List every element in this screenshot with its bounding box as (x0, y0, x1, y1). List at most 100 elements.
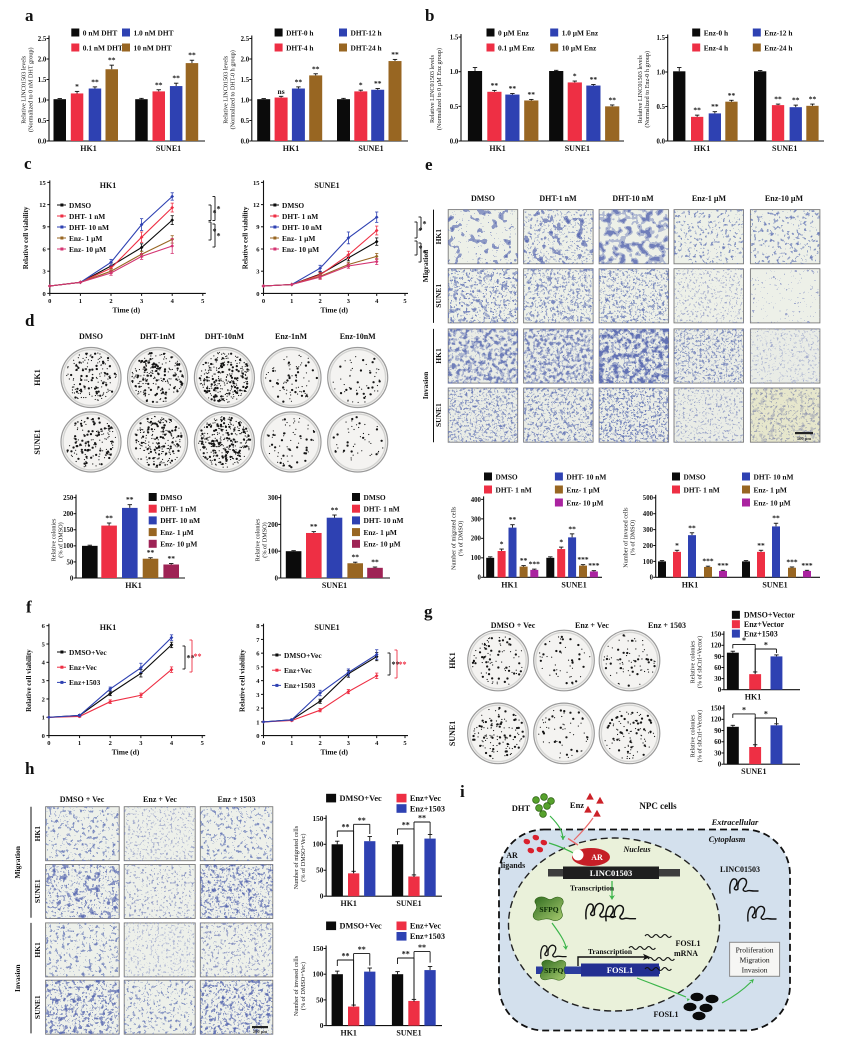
svg-text:6: 6 (256, 651, 260, 658)
svg-text:120: 120 (711, 642, 722, 650)
svg-text:**: ** (711, 102, 719, 111)
svg-text:(Normalized to Enz-0 h group): (Normalized to Enz-0 h group) (644, 51, 651, 128)
svg-text:*: * (419, 244, 423, 253)
svg-text:SUNE1: SUNE1 (762, 580, 787, 589)
svg-text:100: 100 (643, 559, 654, 566)
svg-text:Enz+Vector: Enz+Vector (744, 620, 785, 629)
svg-text:4: 4 (170, 740, 174, 747)
svg-text:***: *** (702, 557, 714, 566)
svg-text:HK1: HK1 (489, 144, 505, 153)
svg-text:**: ** (341, 952, 349, 961)
svg-text:3: 3 (42, 678, 46, 685)
svg-text:SUNE1: SUNE1 (448, 721, 457, 746)
svg-text:1: 1 (78, 740, 81, 747)
svg-text:0.5: 0.5 (38, 118, 47, 125)
svg-text:Migration: Migration (421, 249, 430, 282)
svg-text:400: 400 (471, 497, 482, 504)
svg-text:Time (d): Time (d) (320, 748, 348, 757)
svg-text:**: ** (809, 95, 817, 104)
svg-text:SUNE1: SUNE1 (322, 581, 347, 590)
svg-text:100: 100 (268, 549, 279, 556)
svg-text:3: 3 (256, 692, 260, 699)
svg-text:1: 1 (256, 719, 259, 726)
svg-text:SUNE1: SUNE1 (314, 623, 339, 632)
svg-text:(% of DMSO): (% of DMSO) (58, 522, 65, 557)
svg-text:200 µm: 200 µm (253, 1029, 267, 1034)
svg-text:100: 100 (312, 840, 323, 849)
svg-text:Relative LINC01503 levels: Relative LINC01503 levels (223, 55, 230, 124)
svg-text:LINC01503: LINC01503 (590, 868, 633, 878)
svg-text:Proliferation: Proliferation (736, 946, 774, 955)
svg-text:1.0: 1.0 (241, 97, 250, 104)
svg-text:12: 12 (253, 202, 260, 209)
svg-text:**: ** (528, 90, 536, 99)
svg-text:0: 0 (718, 686, 722, 694)
svg-text:5: 5 (201, 298, 205, 305)
svg-text:0: 0 (320, 1021, 324, 1030)
svg-text:DHT-1 nM: DHT-1 nM (539, 194, 577, 203)
svg-text:3: 3 (43, 269, 47, 276)
svg-text:**: ** (172, 74, 180, 83)
svg-text:2: 2 (42, 696, 45, 703)
svg-text:Time (d): Time (d) (320, 305, 348, 314)
svg-text:HK1: HK1 (33, 369, 42, 385)
svg-text:Enz-10 µM: Enz-10 µM (765, 194, 804, 203)
svg-text:6: 6 (42, 623, 46, 630)
svg-text:0.1 µM Enz: 0.1 µM Enz (498, 43, 535, 52)
svg-text:**: ** (167, 554, 175, 563)
svg-text:**: ** (491, 81, 499, 90)
svg-text:DMSO+Vec: DMSO+Vec (340, 794, 383, 803)
svg-text:***: *** (577, 555, 589, 564)
svg-text:Enz- 10 µM: Enz- 10 µM (282, 245, 319, 254)
svg-text:DHT- 1 nM: DHT- 1 nM (160, 505, 196, 514)
svg-text:**: ** (392, 660, 400, 669)
svg-text:DHT- 10 nM: DHT- 10 nM (69, 223, 109, 232)
svg-text:Enz-4 h: Enz-4 h (704, 43, 728, 52)
svg-text:e: e (425, 155, 433, 174)
svg-text:***: *** (801, 561, 813, 570)
svg-text:Transcription: Transcription (588, 947, 633, 956)
svg-text:60: 60 (714, 664, 722, 672)
svg-text:Relative LINC01503 levels: Relative LINC01503 levels (429, 54, 436, 123)
svg-text:1.5: 1.5 (657, 35, 666, 42)
svg-text:*: * (500, 540, 504, 549)
svg-text:**: ** (155, 80, 163, 89)
svg-text:HK1: HK1 (745, 693, 761, 702)
svg-text:Enz: Enz (570, 800, 584, 810)
svg-text:Enz+1503: Enz+1503 (744, 629, 778, 638)
svg-text:1.0: 1.0 (38, 97, 47, 104)
svg-text:FOSL1: FOSL1 (607, 965, 633, 975)
svg-text:Relative cell viability: Relative cell viability (25, 649, 33, 712)
svg-text:200: 200 (63, 511, 74, 518)
svg-text:FOSL1: FOSL1 (676, 939, 701, 948)
svg-text:0: 0 (47, 740, 50, 747)
svg-text:5: 5 (42, 641, 46, 648)
svg-text:Enz- 1 µM: Enz- 1 µM (282, 234, 315, 243)
svg-text:3: 3 (256, 269, 260, 276)
svg-text:7: 7 (256, 637, 260, 644)
svg-text:DMSO + Vec: DMSO + Vec (491, 621, 536, 630)
svg-text:**: ** (188, 51, 196, 60)
svg-text:0 µM Enz: 0 µM Enz (498, 28, 530, 37)
svg-text:DHT- 10 nM: DHT- 10 nM (364, 516, 404, 525)
svg-text:150: 150 (711, 631, 722, 639)
svg-text:100: 100 (471, 555, 482, 562)
svg-text:Enz- 1 µM: Enz- 1 µM (160, 528, 193, 537)
svg-text:Migration: Migration (740, 956, 770, 965)
svg-text:**: ** (105, 514, 113, 523)
svg-text:DMSO+Vector: DMSO+Vector (744, 611, 795, 620)
svg-text:**: ** (688, 523, 696, 532)
svg-text:50: 50 (316, 866, 324, 875)
svg-text:1.0 nM DHT: 1.0 nM DHT (134, 28, 174, 37)
svg-text:Invasion: Invasion (13, 964, 22, 992)
svg-text:Enz- 10 µM: Enz- 10 µM (160, 540, 197, 549)
svg-text:***: *** (588, 561, 600, 570)
svg-text:Enz+1503: Enz+1503 (69, 678, 101, 687)
svg-text:DMSO: DMSO (282, 201, 304, 210)
svg-text:**: ** (341, 823, 349, 832)
svg-text:2.0: 2.0 (38, 56, 47, 63)
svg-text:Number of invased cells: Number of invased cells (293, 955, 300, 1016)
svg-text:150: 150 (711, 705, 722, 713)
svg-text:Enz- 1 µM: Enz- 1 µM (566, 485, 599, 494)
svg-text:0.1 nM DHT: 0.1 nM DHT (83, 43, 123, 52)
